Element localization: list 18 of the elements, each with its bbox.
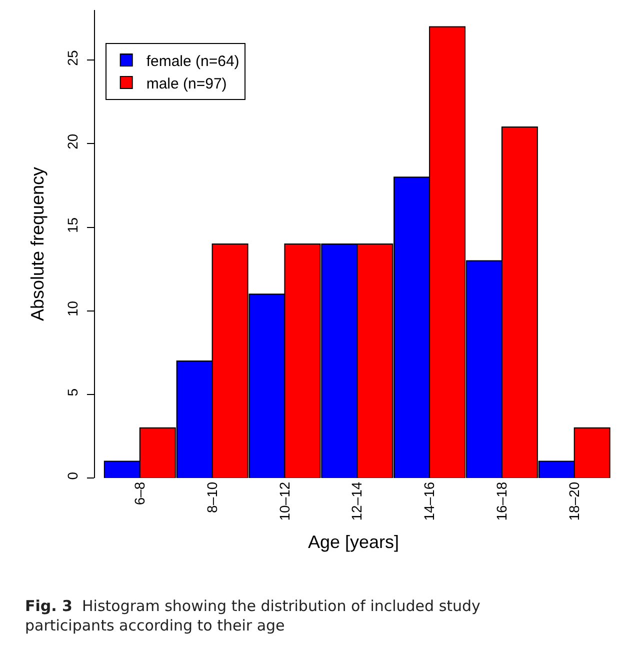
legend-label: female (n=64)	[146, 52, 240, 70]
y-tick-label: 10	[64, 300, 80, 317]
caption: Fig. 3 Histogram showing the distribution of included study participants according to their age	[25, 597, 481, 634]
x-tick-label: 8–10	[204, 482, 220, 513]
y-tick-label: 5	[64, 388, 80, 396]
x-tick-label: 14–16	[421, 482, 438, 521]
y-axis-title: Absolute frequency	[28, 166, 48, 322]
x-tick-label: 12–14	[348, 482, 365, 521]
x-tick-label: 18–20	[566, 482, 582, 521]
x-tick-label: 16–18	[493, 482, 510, 521]
x-tick-label: 10–12	[276, 482, 292, 521]
y-tick-label: 0	[64, 472, 80, 480]
y-tick-label: 25	[64, 50, 80, 66]
y-tick-label: 15	[64, 217, 80, 233]
x-axis-title: Age [years]	[308, 532, 400, 552]
y-tick-label: 20	[64, 134, 80, 150]
x-tick-label: 6–8	[131, 482, 148, 506]
legend-label: male (n=97)	[146, 75, 227, 92]
